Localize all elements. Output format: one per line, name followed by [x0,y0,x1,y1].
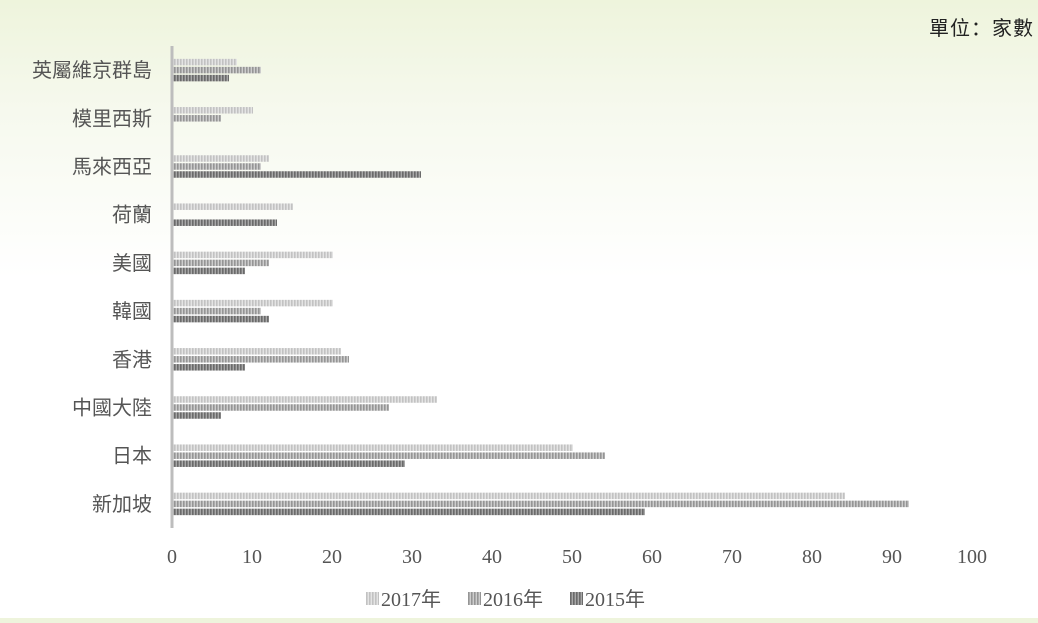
x-tick-label: 100 [957,546,987,568]
bar-8-series-2 [173,404,389,411]
legend-label: 2015年 [585,588,645,611]
legend-swatch [570,592,583,605]
legend-label: 2016年 [483,588,543,611]
bar-6-series-3 [173,315,269,323]
x-tick-label: 10 [242,546,262,568]
x-tick-label: 0 [167,546,177,568]
bar-6-series-2 [173,307,261,315]
axis-layer: 0 10 20 30 40 50 60 70 80 90 100 [167,46,987,568]
bar-1-series-2 [173,66,261,74]
category-label: 英屬維京群島 [32,59,152,82]
bar-9-series-1 [173,444,573,451]
bar-7-series-3 [173,364,245,371]
bar-8-series-1 [173,396,437,403]
bar-9-series-2 [173,452,605,459]
x-tick-label: 20 [322,546,342,568]
bar-1-series-3 [173,74,229,82]
bar-7-series-1 [173,348,341,355]
legend-label: 2017年 [381,588,441,611]
category-label: 新加坡 [92,493,152,516]
unit-label: 單位：家數 [929,16,1034,40]
bar-5-series-2 [173,259,269,267]
x-tick-label: 60 [642,546,662,568]
x-tick-label: 30 [402,546,422,568]
bar-8-series-3 [173,412,221,419]
legend-swatch [366,592,379,605]
bar-3-series-2 [173,163,261,170]
bar-5-series-3 [173,267,245,275]
x-tick-label: 70 [722,546,742,568]
category-label: 中國大陸 [72,397,152,420]
x-tick-label: 90 [882,546,902,568]
bar-1-series-1 [173,58,237,66]
bar-9-series-3 [173,460,405,467]
bar-5-series-1 [173,251,333,259]
category-label: 荷蘭 [112,204,152,227]
legend-swatch [468,592,481,605]
category-label: 香港 [112,348,152,371]
x-tick-label: 40 [482,546,502,568]
category-label: 馬來西亞 [72,156,152,179]
bar-2-series-1 [173,107,253,114]
category-label: 美國 [112,252,152,275]
x-tick-label: 80 [802,546,822,568]
bar-4-series-1 [173,203,293,210]
category-label: 日本 [112,445,152,468]
bar-4-series-3 [173,219,277,226]
bar-3-series-3 [173,171,421,178]
bar-6-series-1 [173,299,333,307]
bar-10-series-3 [173,508,645,516]
bar-10-series-2 [173,500,909,508]
category-label: 模里西斯 [72,107,152,130]
x-tick-label: 50 [562,546,582,568]
bar-10-series-1 [173,492,845,500]
category-label: 韓國 [112,300,152,323]
bar-7-series-2 [173,356,349,363]
bar-3-series-1 [173,155,269,162]
legend: 2017年 2016年 2015年 [366,588,645,611]
bar-2-series-2 [173,115,221,122]
